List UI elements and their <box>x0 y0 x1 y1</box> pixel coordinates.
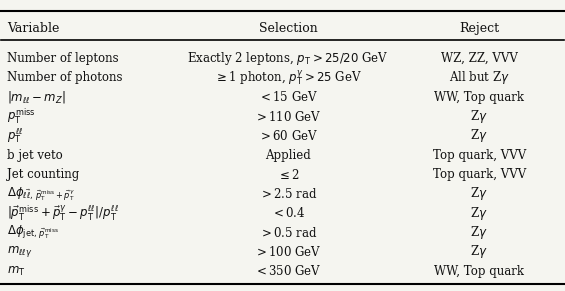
Text: WZ, ZZ, VVV: WZ, ZZ, VVV <box>441 52 518 65</box>
Text: WW, Top quark: WW, Top quark <box>434 265 524 278</box>
Text: Selection: Selection <box>259 22 318 35</box>
Text: Jet counting: Jet counting <box>7 168 79 181</box>
Text: Z$\gamma$: Z$\gamma$ <box>471 108 488 125</box>
Text: $m_{\ell\ell\gamma}$: $m_{\ell\ell\gamma}$ <box>7 244 32 260</box>
Text: $\Delta\phi_{\vec{\ell\ell},\,\vec{p}_{\mathrm{T}}^{\mathrm{miss}}+\vec{p}_{\mat: $\Delta\phi_{\vec{\ell\ell},\,\vec{p}_{\… <box>7 185 75 203</box>
Text: $<$350 GeV: $<$350 GeV <box>254 264 322 278</box>
Text: $<$0.4: $<$0.4 <box>271 206 306 220</box>
Text: $>$110 GeV: $>$110 GeV <box>254 110 322 124</box>
Text: Top quark, VVV: Top quark, VVV <box>433 168 526 181</box>
Text: Z$\gamma$: Z$\gamma$ <box>471 224 488 241</box>
Text: $<$15 GeV: $<$15 GeV <box>258 90 318 104</box>
Text: $p_{\mathrm{T}}^{\mathrm{miss}}$: $p_{\mathrm{T}}^{\mathrm{miss}}$ <box>7 107 36 126</box>
Text: Z$\gamma$: Z$\gamma$ <box>471 244 488 260</box>
Text: Applied: Applied <box>265 149 311 162</box>
Text: b jet veto: b jet veto <box>7 149 63 162</box>
Text: $p_{\mathrm{T}}^{\ell\ell}$: $p_{\mathrm{T}}^{\ell\ell}$ <box>7 127 23 145</box>
Text: All but Z$\gamma$: All but Z$\gamma$ <box>449 70 510 86</box>
Text: $|\vec{p}_{\mathrm{T}}^{\mathrm{miss}}+\vec{p}_{\mathrm{T}}^{\gamma} - p_{\mathr: $|\vec{p}_{\mathrm{T}}^{\mathrm{miss}}+\… <box>7 204 119 223</box>
Text: Variable: Variable <box>7 22 59 35</box>
Text: WW, Top quark: WW, Top quark <box>434 91 524 104</box>
Text: $|m_{\ell\ell} - m_Z|$: $|m_{\ell\ell} - m_Z|$ <box>7 89 66 105</box>
Text: Z$\gamma$: Z$\gamma$ <box>471 185 488 203</box>
Text: $\leq$2: $\leq$2 <box>277 168 299 182</box>
Text: Reject: Reject <box>459 22 499 35</box>
Text: $\geq$1 photon, $p_{\mathrm{T}}^{\gamma} > 25$ GeV: $\geq$1 photon, $p_{\mathrm{T}}^{\gamma}… <box>214 68 362 87</box>
Text: $\Delta\phi_{\mathrm{jet},\,\vec{p}_{\mathrm{T}}^{\mathrm{miss}}}$: $\Delta\phi_{\mathrm{jet},\,\vec{p}_{\ma… <box>7 224 59 242</box>
Text: $>$0.5 rad: $>$0.5 rad <box>259 226 318 239</box>
Text: Z$\gamma$: Z$\gamma$ <box>471 205 488 222</box>
Text: $>$100 GeV: $>$100 GeV <box>254 245 322 259</box>
Text: Top quark, VVV: Top quark, VVV <box>433 149 526 162</box>
Text: $m_{\mathrm{T}}$: $m_{\mathrm{T}}$ <box>7 265 25 278</box>
Text: $>$2.5 rad: $>$2.5 rad <box>259 187 318 201</box>
Text: Number of photons: Number of photons <box>7 72 123 84</box>
Text: Z$\gamma$: Z$\gamma$ <box>471 127 488 144</box>
Text: Number of leptons: Number of leptons <box>7 52 119 65</box>
Text: Exactly 2 leptons, $p_{\mathrm{T}} > 25/20$ GeV: Exactly 2 leptons, $p_{\mathrm{T}} > 25/… <box>188 50 389 67</box>
Text: $>$60 GeV: $>$60 GeV <box>258 129 318 143</box>
